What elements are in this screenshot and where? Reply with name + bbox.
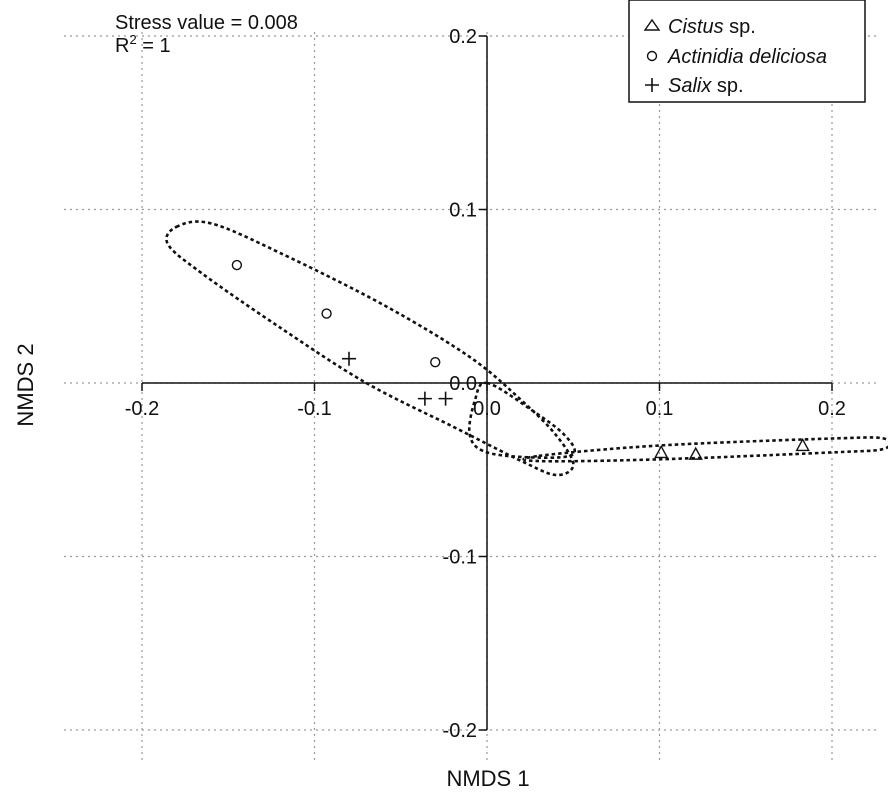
- y-tick-label-1: 0.1: [449, 200, 477, 222]
- x-tick-label-2: 0.0: [473, 398, 501, 420]
- legend-triangle-icon: [643, 18, 661, 31]
- data-points: [231, 259, 810, 460]
- legend-label-cistus: Cistus sp.: [668, 16, 756, 38]
- r2-suffix: = 1: [137, 35, 171, 57]
- legend-label-actinidia: Actinidia deliciosa: [667, 46, 827, 68]
- legend-plus-icon: [645, 78, 659, 92]
- point-plus-1: [417, 391, 432, 406]
- legend-entry-actinidia: Actinidia deliciosa: [646, 46, 827, 68]
- point-circle-2: [430, 356, 441, 368]
- point-triangle-0: [654, 444, 669, 459]
- x-axis-title: NMDS 1: [446, 766, 529, 791]
- point-plus-0: [342, 351, 356, 366]
- point-circle-0: [231, 259, 243, 271]
- x-tick-label-0: -0.2: [125, 398, 159, 420]
- x-tick-label-1: -0.1: [297, 398, 331, 420]
- point-triangle-2: [795, 437, 810, 452]
- point-triangle-1: [688, 446, 703, 460]
- x-tick-label-3: 0.1: [646, 398, 674, 420]
- y-tick-label-4: -0.2: [443, 720, 477, 742]
- r2-annotation: R2 = 1: [115, 32, 171, 57]
- gridlines: [64, 32, 880, 760]
- ellipse-triangle-2: [522, 436, 888, 463]
- legend-label-salix: Salix sp.: [668, 75, 744, 97]
- y-tick-label-0: 0.2: [449, 26, 477, 48]
- r2-superscript: 2: [129, 32, 136, 47]
- legend-label-salix-italic: Salix: [668, 75, 712, 97]
- x-tick-label-4: 0.2: [818, 398, 846, 420]
- y-tick-label-2: 0.0: [449, 373, 477, 395]
- legend: Cistus sp. Actinidia deliciosa Salix sp.: [628, 0, 866, 103]
- point-circle-1: [321, 308, 332, 319]
- axes: -0.2 -0.1 0.0 0.1 0.2 0.2 0.1 0.0 -0.1 -0.2: [125, 26, 846, 742]
- legend-label-cistus-plain: sp.: [724, 16, 756, 38]
- legend-box: [628, 0, 866, 103]
- r2-prefix: R: [115, 35, 129, 57]
- legend-label-actinidia-italic: Actinidia deliciosa: [667, 46, 827, 68]
- y-axis-title: NMDS 2: [13, 343, 38, 426]
- group-ellipses: [165, 220, 888, 477]
- y-tick-label-3: -0.1: [443, 547, 477, 569]
- legend-label-salix-plain: sp.: [711, 75, 743, 97]
- legend-label-cistus-italic: Cistus: [668, 16, 724, 38]
- point-plus-2: [438, 391, 453, 406]
- ellipse-plus-1: [468, 381, 577, 460]
- ellipse-circle-0: [165, 220, 575, 477]
- legend-entry-salix: Salix sp.: [645, 75, 744, 97]
- legend-entry-cistus: Cistus sp.: [643, 16, 756, 38]
- legend-circle-icon: [646, 50, 658, 62]
- stress-annotation: Stress value = 0.008: [115, 12, 298, 34]
